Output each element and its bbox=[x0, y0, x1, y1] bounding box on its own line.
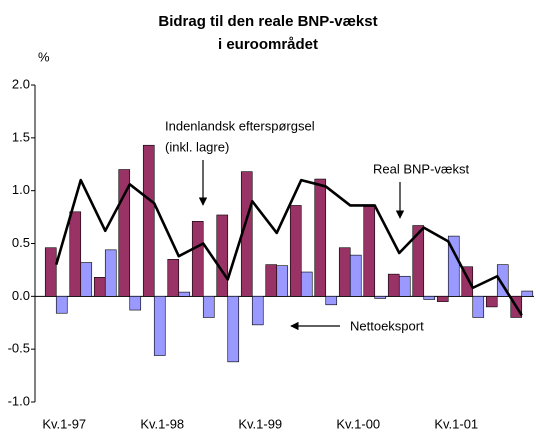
annotation: Indenlandsk efterspørgsel bbox=[165, 118, 315, 133]
y-tick-label: 0.5 bbox=[12, 235, 30, 250]
bar bbox=[191, 221, 204, 297]
bar bbox=[314, 178, 327, 297]
x-tick-label: Kv.1-98 bbox=[140, 416, 184, 431]
bar bbox=[423, 296, 436, 300]
bar bbox=[167, 259, 180, 297]
bar bbox=[55, 296, 68, 314]
chart-title: i euroområdet bbox=[218, 36, 318, 53]
line bbox=[55, 178, 523, 317]
bar bbox=[325, 296, 338, 306]
bar bbox=[447, 235, 460, 297]
annotation: (inkl. lagre) bbox=[165, 139, 229, 154]
bar bbox=[374, 296, 387, 299]
bar bbox=[387, 273, 400, 297]
bar bbox=[398, 275, 411, 297]
x-tick-label: Kv.1-99 bbox=[238, 416, 282, 431]
bar bbox=[265, 264, 278, 297]
bar bbox=[216, 214, 229, 297]
bar bbox=[202, 296, 215, 318]
bar bbox=[80, 262, 93, 297]
x-tick-label: Kv.1-97 bbox=[42, 416, 86, 431]
bar bbox=[363, 206, 376, 297]
x-tick-label: Kv.1-01 bbox=[434, 416, 478, 431]
bar bbox=[153, 296, 166, 356]
y-tick-label: 0.0 bbox=[12, 288, 30, 303]
bar bbox=[276, 265, 289, 297]
bar bbox=[178, 291, 191, 297]
bar bbox=[461, 266, 474, 297]
bar bbox=[485, 296, 498, 308]
bar bbox=[436, 296, 449, 302]
bar bbox=[118, 169, 131, 297]
bar bbox=[289, 205, 302, 297]
bar bbox=[93, 277, 106, 297]
bar bbox=[227, 296, 240, 363]
bar bbox=[521, 290, 534, 297]
bar bbox=[104, 249, 117, 297]
bar bbox=[496, 264, 509, 297]
y-unit: % bbox=[38, 49, 50, 64]
bar bbox=[472, 296, 485, 318]
bar bbox=[69, 211, 82, 297]
bar bbox=[142, 144, 155, 297]
bar bbox=[44, 247, 57, 297]
x-tick-label: Kv.1-00 bbox=[336, 416, 380, 431]
bar bbox=[300, 271, 313, 297]
bar bbox=[412, 225, 425, 297]
bar bbox=[251, 296, 264, 326]
bar bbox=[129, 296, 142, 311]
annotation: Real BNP-vækst bbox=[373, 161, 469, 176]
y-tick-label: 1.5 bbox=[12, 129, 30, 144]
y-tick-label: 2.0 bbox=[12, 76, 30, 91]
chart-title: Bidrag til den reale BNP-vækst bbox=[158, 13, 377, 30]
bar bbox=[338, 247, 351, 297]
y-tick-label: 1.0 bbox=[12, 182, 30, 197]
bar bbox=[349, 254, 362, 297]
y-tick-label: -1.0 bbox=[8, 393, 30, 408]
annotation: Nettoeksport bbox=[350, 318, 424, 333]
y-tick-label: -0.5 bbox=[8, 341, 30, 356]
